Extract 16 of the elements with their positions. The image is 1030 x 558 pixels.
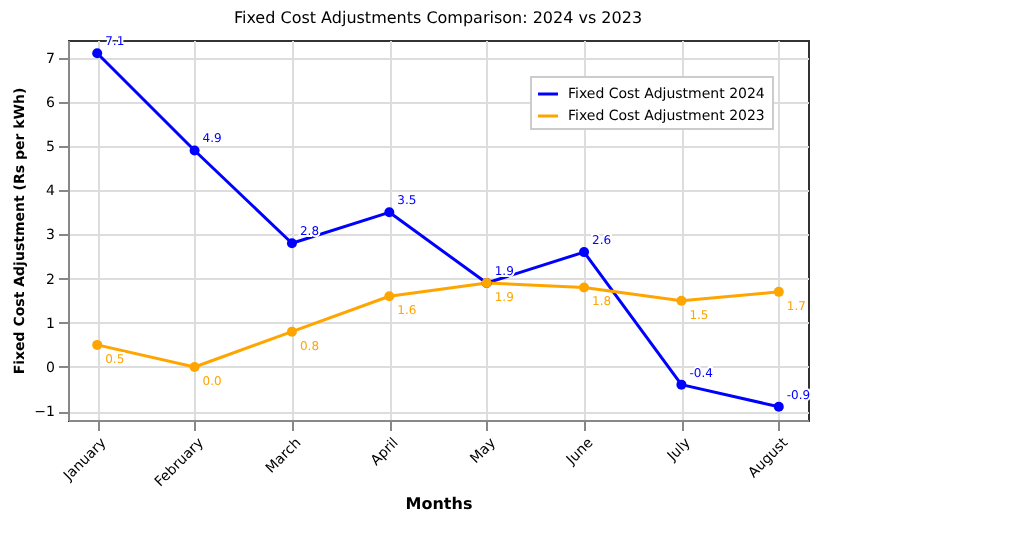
point bbox=[92, 48, 103, 59]
chart-title: Fixed Cost Adjustments Comparison: 2024 vs 2023 bbox=[233, 9, 643, 28]
point bbox=[773, 401, 784, 412]
point bbox=[384, 291, 395, 302]
point bbox=[92, 339, 103, 350]
point bbox=[189, 361, 200, 372]
point bbox=[676, 295, 687, 306]
point bbox=[579, 247, 590, 258]
point bbox=[286, 326, 297, 337]
point bbox=[676, 379, 687, 390]
x-axis-title: Months bbox=[405, 494, 473, 513]
point bbox=[773, 286, 784, 297]
point bbox=[579, 282, 590, 293]
point bbox=[286, 238, 297, 249]
point bbox=[384, 207, 395, 218]
point bbox=[189, 145, 200, 156]
